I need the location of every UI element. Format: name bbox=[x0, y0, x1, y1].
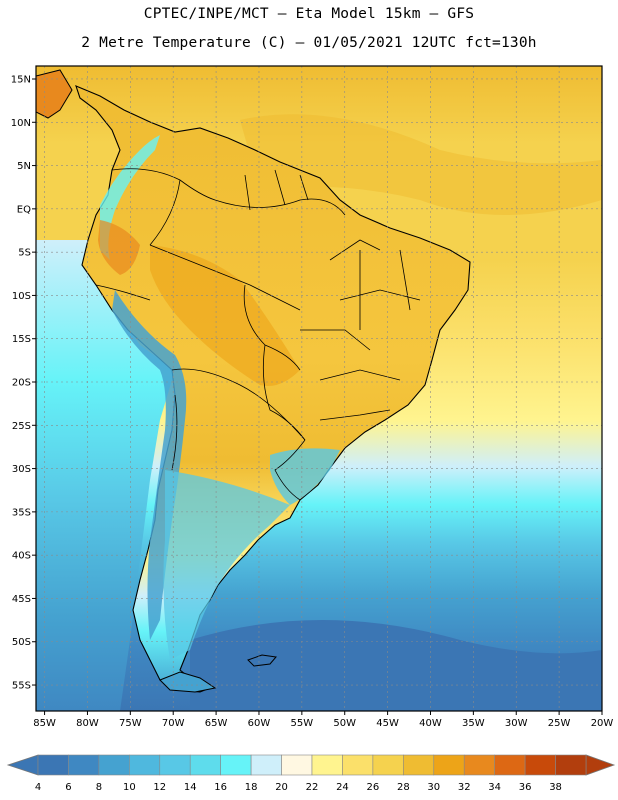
lat-label: 15S bbox=[12, 334, 31, 345]
map-title: CPTEC/INPE/MCT – Eta Model 15km – GFS bbox=[143, 6, 475, 22]
lat-label: 5N bbox=[17, 161, 31, 172]
lat-label: 10S bbox=[12, 291, 31, 302]
patagonia-cool bbox=[163, 470, 290, 660]
lat-label: 45S bbox=[12, 594, 31, 605]
lon-label: 75W bbox=[119, 718, 142, 729]
colorbar-swatch bbox=[37, 754, 69, 776]
lat-label: EQ bbox=[17, 204, 31, 215]
colorbar-label: 12 bbox=[153, 782, 166, 793]
colorbar-label: 36 bbox=[519, 782, 532, 793]
colorbar-right-arrow bbox=[585, 754, 616, 776]
uruguay-cool bbox=[270, 448, 340, 505]
colorbar-label: 8 bbox=[96, 782, 102, 793]
southern-andes bbox=[112, 290, 187, 640]
colorbar-swatch bbox=[281, 754, 313, 776]
lon-label: 65W bbox=[205, 718, 228, 729]
lon-label: 25W bbox=[548, 718, 571, 729]
colorbar-swatch bbox=[68, 754, 100, 776]
colorbar-label: 16 bbox=[214, 782, 227, 793]
colorbar-swatch bbox=[403, 754, 435, 776]
pacific-field bbox=[36, 240, 175, 711]
colorbar-swatch bbox=[494, 754, 526, 776]
lon-label: 80W bbox=[76, 718, 99, 729]
colorbar: 4 6 8 10 12 14 16 18 20 22 24 26 28 30 32 34 36 38 bbox=[6, 754, 616, 793]
lon-label: 50W bbox=[333, 718, 356, 729]
warm-band bbox=[240, 114, 602, 215]
central-america bbox=[36, 69, 73, 119]
tierra-del-fuego bbox=[159, 671, 217, 693]
colorbar-label: 14 bbox=[184, 782, 197, 793]
lat-label: 20S bbox=[12, 378, 31, 389]
colorbar-label: 20 bbox=[275, 782, 288, 793]
map-subtitle: 2 Metre Temperature (C) – 01/05/2021 12U… bbox=[81, 35, 537, 51]
graticule bbox=[36, 66, 602, 711]
colorbar-label: 28 bbox=[397, 782, 410, 793]
colorbar-left-arrow bbox=[6, 754, 39, 776]
lon-label: 85W bbox=[33, 718, 56, 729]
lat-label: 35S bbox=[12, 507, 31, 518]
colorbar-swatch bbox=[433, 754, 465, 776]
colorbar-swatch bbox=[524, 754, 556, 776]
lat-label: 5S bbox=[18, 248, 31, 259]
plot-frame bbox=[35, 65, 603, 712]
lon-label: 45W bbox=[376, 718, 399, 729]
warm-peru bbox=[98, 220, 140, 275]
lon-label: 55W bbox=[291, 718, 314, 729]
colorbar-label: 34 bbox=[488, 782, 501, 793]
colorbar-label: 6 bbox=[65, 782, 71, 793]
colorbar-swatch bbox=[250, 754, 282, 776]
colorbar-label: 18 bbox=[245, 782, 258, 793]
colorbar-label: 30 bbox=[427, 782, 440, 793]
colorbar-swatch bbox=[98, 754, 130, 776]
lon-label: 20W bbox=[591, 718, 614, 729]
lat-label: 10N bbox=[11, 118, 31, 129]
lat-label: 15N bbox=[11, 74, 31, 85]
colorbar-swatch bbox=[159, 754, 191, 776]
lon-label: 35W bbox=[462, 718, 485, 729]
colorbar-swatch bbox=[372, 754, 404, 776]
colorbar-swatch bbox=[220, 754, 252, 776]
colorbar-swatch bbox=[463, 754, 495, 776]
lon-label: 30W bbox=[505, 718, 528, 729]
colorbar-label: 4 bbox=[35, 782, 41, 793]
colorbar-label: 38 bbox=[549, 782, 562, 793]
colorbar-label: 24 bbox=[336, 782, 349, 793]
colorbar-label: 26 bbox=[367, 782, 380, 793]
lat-label: 50S bbox=[12, 637, 31, 648]
colorbar-swatch bbox=[342, 754, 374, 776]
country-borders bbox=[95, 168, 421, 501]
colorbar-swatch bbox=[189, 754, 221, 776]
lat-label: 30S bbox=[12, 464, 31, 475]
colorbar-label: 22 bbox=[306, 782, 319, 793]
lon-label: 70W bbox=[162, 718, 185, 729]
colorbar-swatch bbox=[311, 754, 343, 776]
lon-label: 60W bbox=[248, 718, 271, 729]
lat-label: 55S bbox=[12, 681, 31, 692]
lon-label: 40W bbox=[419, 718, 442, 729]
lat-label: 40S bbox=[12, 551, 31, 562]
colorbar-swatch bbox=[129, 754, 161, 776]
colorbar-label: 10 bbox=[123, 782, 136, 793]
colorbar-label: 32 bbox=[458, 782, 471, 793]
lat-label: 25S bbox=[12, 421, 31, 432]
falkland-islands bbox=[247, 654, 277, 667]
cold-south-field bbox=[190, 620, 602, 711]
colorbar-swatch bbox=[555, 754, 587, 776]
warm-interior bbox=[150, 245, 300, 386]
